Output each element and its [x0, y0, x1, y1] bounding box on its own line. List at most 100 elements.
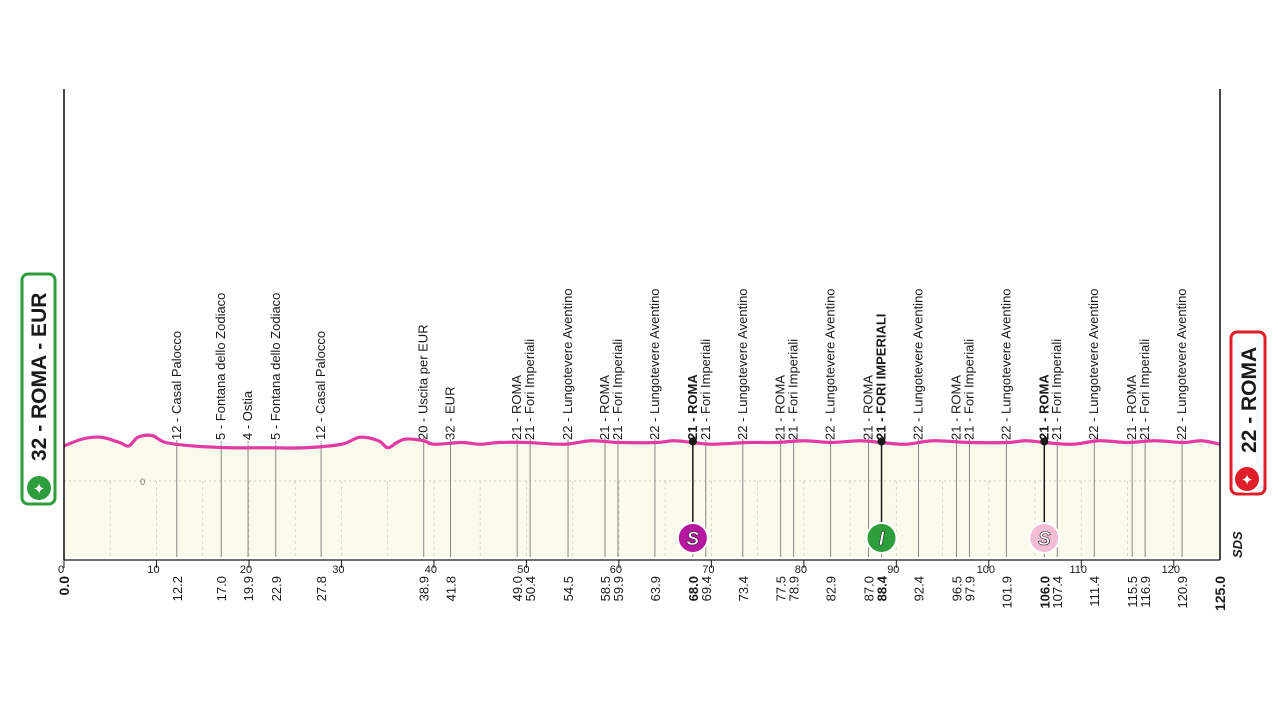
waypoint-km: 92.4 [912, 576, 927, 601]
elevation-zero-label: 0 [140, 477, 145, 487]
waypoint-km: 49.0 [510, 576, 525, 601]
waypoint-name: 22 - Lungotevere Aventino [1174, 288, 1189, 440]
waypoint-km: 101.9 [999, 576, 1014, 609]
waypoint-name: 21 - ROMA [773, 375, 788, 440]
waypoint-name: 21 - ROMA [685, 374, 700, 440]
waypoint-km: 68.0 [686, 576, 701, 601]
waypoint-name: 32 - EUR [443, 387, 458, 440]
waypoint-name: 21 - Fori Imperiali [1049, 339, 1064, 440]
waypoint-km: 38.9 [417, 576, 432, 601]
waypoint-km: 59.9 [611, 576, 626, 601]
waypoint-km: 50.4 [523, 576, 538, 601]
profile-area-fill [64, 435, 1220, 557]
waypoint-name: 21 - ROMA [1124, 375, 1139, 440]
waypoint-km: 78.9 [787, 576, 802, 601]
waypoint-name: 5 - Fontana dello Zodiaco [213, 293, 228, 440]
waypoint-km: 22.9 [269, 576, 284, 601]
waypoint-km: 88.4 [875, 575, 890, 601]
finish-bike-icon [1233, 465, 1261, 493]
waypoint-layer: 12 - Casal Palocco 12.2 5 - Fontana dello … [169, 288, 1190, 608]
waypoint-km: 115.5 [1125, 576, 1140, 608]
waypoint-name: 22 - Lungotevere Aventino [735, 288, 750, 440]
x-tick-label: 100 [977, 564, 995, 576]
waypoint-km: 111.4 [1087, 576, 1102, 607]
waypoint-km: 41.8 [444, 576, 459, 601]
waypoint-name: 21 - Fori Imperiali [698, 339, 713, 440]
waypoint-name: 21 - Fori Imperiali [610, 339, 625, 440]
waypoint-name: 21 - Fori Imperiali [522, 339, 537, 440]
finish-label-box [1229, 330, 1267, 496]
waypoint-name: 21 - FORI IMPERIALI [874, 314, 889, 440]
finish-km-label: 125.0 [1212, 576, 1228, 611]
waypoint-km: 69.4 [699, 576, 714, 601]
x-tick-label: 20 [240, 564, 252, 576]
rcs-logo: SDS [1230, 531, 1245, 558]
x-tick-label: 120 [1162, 564, 1180, 576]
waypoint-km: 120.9 [1175, 576, 1190, 609]
waypoint-name: 22 - Lungotevere Aventino [560, 288, 575, 440]
intermediate-marker-dot [877, 437, 886, 446]
waypoint-name: 21 - ROMA [861, 375, 876, 440]
start-bike-glyph: ✦ [33, 481, 46, 498]
profile-line-layer [63, 433, 1221, 450]
x-tick-label: 70 [702, 564, 714, 576]
waypoint-name: 4 - Ostia [240, 390, 255, 440]
waypoint-name: 12 - Casal Palocco [169, 331, 184, 440]
waypoint-name: 12 - Casal Palocco [313, 331, 328, 440]
sprint-sprint-icon [676, 522, 709, 554]
finish-bike-glyph: ✦ [1241, 472, 1254, 489]
profile-fill-layer [64, 435, 1220, 557]
distance-grid-layer [109, 481, 1175, 557]
waypoint-km: 82.9 [824, 576, 839, 601]
intermediate-sprint-icon [865, 522, 898, 554]
waypoint-km: 58.5 [598, 576, 613, 601]
waypoint-name: 21 - ROMA [1036, 374, 1051, 440]
finish-label: 22 - ROMA [1238, 347, 1261, 453]
waypoint-name: 22 - Lungotevere Aventino [998, 288, 1013, 440]
sprint-marker-dot [688, 437, 697, 446]
start-km-label: 0.0 [56, 576, 72, 596]
waypoint-name: 21 - ROMA [948, 375, 963, 440]
waypoint-name: 5 - Fontana dello Zodiaco [268, 293, 283, 440]
waypoint-km: 87.0 [862, 576, 877, 601]
waypoint-km: 97.9 [962, 576, 977, 601]
waypoint-km: 12.2 [170, 576, 185, 601]
sprint-marker-dot [1040, 437, 1049, 446]
sprint-marker-letter: S [687, 529, 700, 550]
intermediate-marker-letter: I [879, 529, 885, 550]
waypoint-km: 106.0 [1037, 576, 1052, 609]
x-tick-label: 80 [795, 564, 807, 576]
waypoint-km: 27.8 [314, 576, 329, 601]
waypoint-km: 19.9 [241, 576, 256, 601]
sprint-marker-letter: S [1038, 529, 1051, 550]
waypoint-name: 20 - Uscita per EUR [416, 324, 431, 440]
waypoint-km: 77.5 [774, 576, 789, 601]
waypoint-km: 17.0 [214, 576, 229, 601]
waypoint-km: 73.4 [736, 576, 751, 601]
x-tick-label: 30 [332, 564, 344, 576]
sprint-sprint-icon [1028, 522, 1061, 554]
waypoint-name: 21 - Fori Imperiali [1137, 339, 1152, 440]
start-finish-layer: 32 - ROMA - EUR ✦ 22 - ROMA ✦ 0.0 125.0 SDS [20, 89, 1267, 611]
waypoint-km: 54.5 [561, 576, 576, 601]
x-tick-label: 60 [610, 564, 622, 576]
x-tick-label: 110 [1070, 564, 1088, 576]
waypoint-name: 21 - Fori Imperiali [786, 339, 801, 440]
waypoint-name: 21 - ROMA [597, 375, 612, 440]
waypoint-name: 22 - Lungotevere Aventino [1086, 288, 1101, 440]
x-axis-layer: 0 10 20 30 40 50 60 70 80 90 100 110 120 0 [58, 477, 1220, 576]
x-tick-label: 90 [887, 564, 899, 576]
waypoint-name: 21 - Fori Imperiali [961, 339, 976, 440]
waypoint-name: 22 - Lungotevere Aventino [647, 288, 662, 440]
start-label: 32 - ROMA - EUR [28, 293, 51, 461]
waypoint-name: 21 - ROMA [509, 375, 524, 440]
waypoint-km: 107.4 [1050, 576, 1065, 609]
waypoint-km: 96.5 [949, 576, 964, 601]
waypoint-name: 22 - Lungotevere Aventino [823, 288, 838, 440]
waypoint-name: 22 - Lungotevere Aventino [911, 288, 926, 440]
elevation-profile-line [63, 433, 1221, 450]
waypoint-km: 63.9 [648, 576, 663, 601]
start-bike-icon [25, 474, 53, 502]
start-label-box [20, 272, 57, 506]
